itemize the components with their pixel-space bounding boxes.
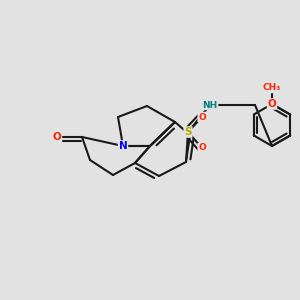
Text: O: O xyxy=(52,132,62,142)
Text: O: O xyxy=(198,112,206,122)
Text: O: O xyxy=(268,99,276,109)
Text: CH₃: CH₃ xyxy=(263,83,281,92)
Text: S: S xyxy=(184,127,192,137)
Text: N: N xyxy=(118,141,127,151)
Text: O: O xyxy=(198,143,206,152)
Text: NH: NH xyxy=(202,100,217,109)
